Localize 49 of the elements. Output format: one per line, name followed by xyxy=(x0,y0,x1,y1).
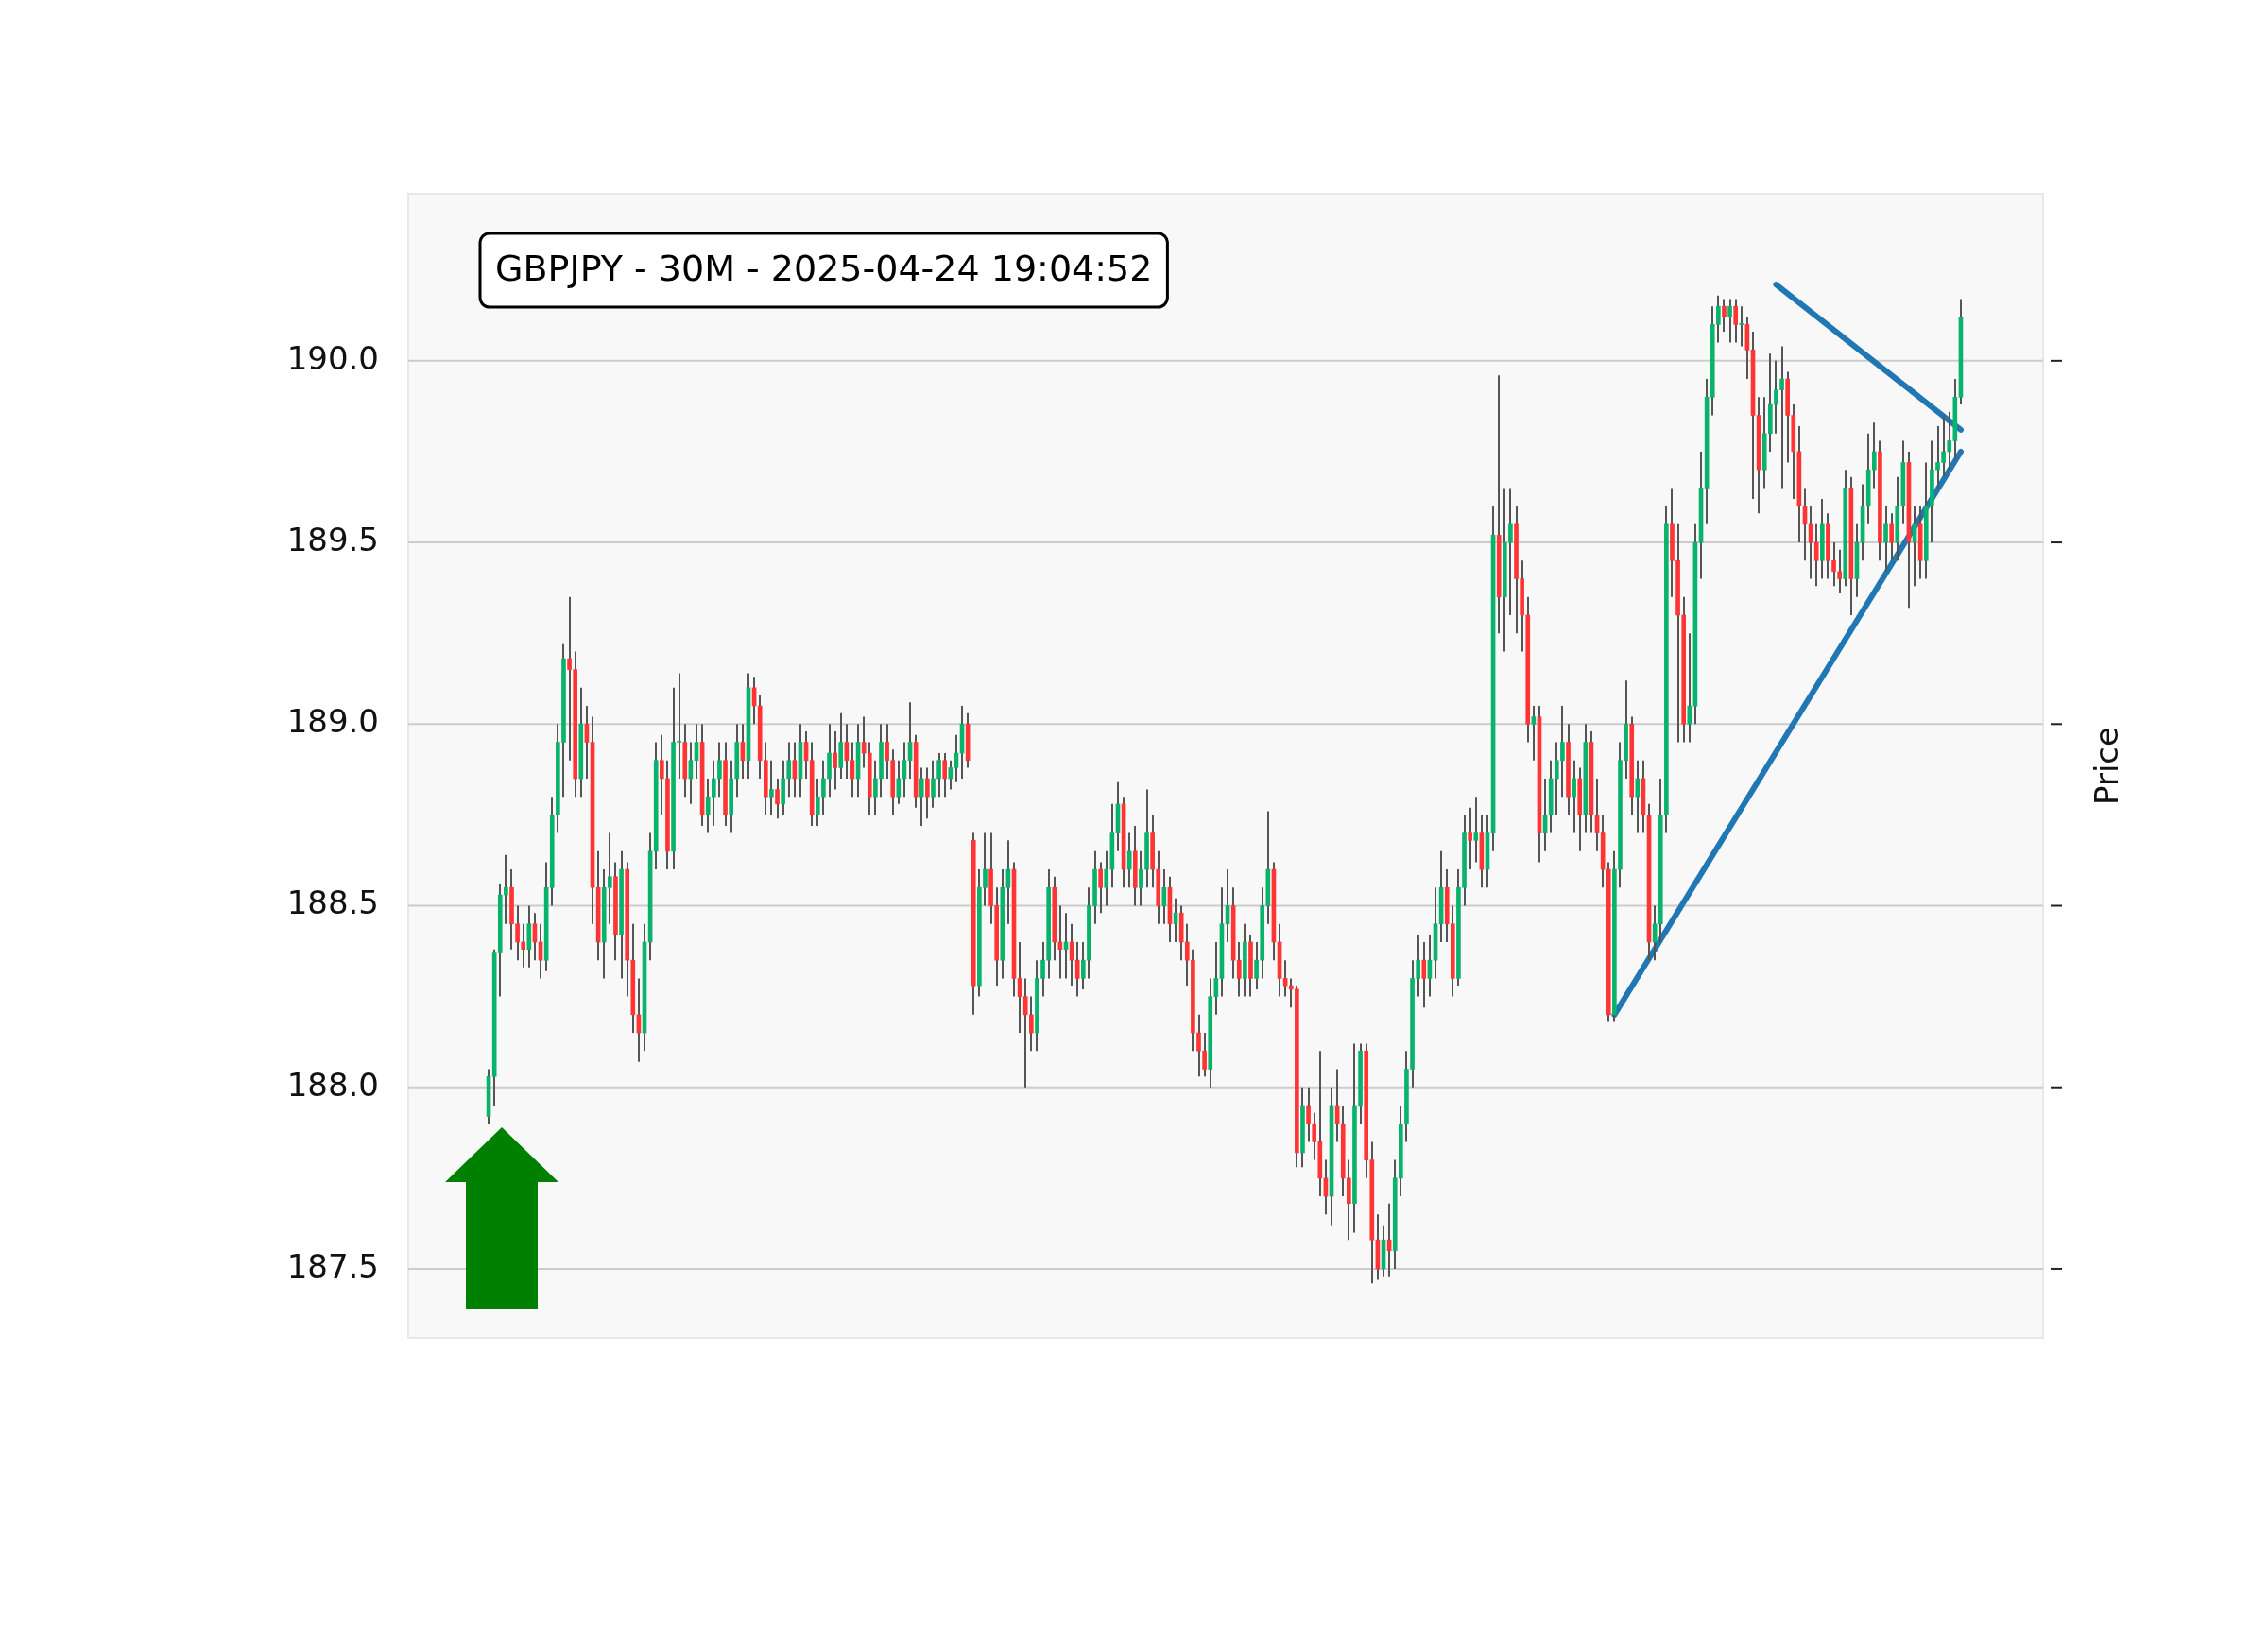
candlestick xyxy=(660,733,664,816)
candlestick xyxy=(1572,759,1576,834)
candlestick xyxy=(1531,705,1537,762)
candlestick xyxy=(919,766,924,827)
candlestick xyxy=(1473,796,1479,864)
candlestick xyxy=(1022,977,1028,1089)
candlestick xyxy=(717,741,722,798)
candlestick xyxy=(1739,305,1744,348)
candlestick xyxy=(873,759,878,816)
candlestick xyxy=(786,741,792,798)
candlestick xyxy=(1104,849,1109,907)
candlestick xyxy=(936,752,941,798)
text: GBPJPY - 30M - 2025-04-24 19:04:52 xyxy=(495,247,1153,289)
y-tick-label: 190.0 xyxy=(286,338,379,377)
y-axis-title: Price xyxy=(2087,727,2125,805)
candlestick xyxy=(521,922,526,969)
y-tick-label: 189.5 xyxy=(286,520,379,558)
candlestick xyxy=(1883,505,1888,573)
candlestick xyxy=(1139,849,1143,907)
candlestick xyxy=(1687,632,1692,744)
candlestick xyxy=(1813,523,1819,588)
candlestick xyxy=(948,759,954,791)
candlestick xyxy=(1468,806,1472,871)
candlestick xyxy=(1508,487,1513,616)
candlestick xyxy=(1635,759,1641,834)
candlestick xyxy=(1029,995,1034,1053)
candlestick xyxy=(1722,298,1727,334)
candlestick xyxy=(1947,410,1952,472)
candlestick xyxy=(1421,940,1427,1009)
candlestick xyxy=(931,759,936,809)
candlestick xyxy=(833,729,837,791)
candlestick xyxy=(896,759,902,805)
candlestick xyxy=(1288,977,1294,1009)
y-tick-label: 187.5 xyxy=(286,1246,379,1285)
y-tick-label: 188.0 xyxy=(286,1065,379,1104)
candlestick xyxy=(775,777,780,820)
candlestick xyxy=(1733,298,1739,344)
candlestick xyxy=(942,752,948,798)
y-tick-label: 189.0 xyxy=(286,702,379,741)
candlestick xyxy=(1126,832,1132,889)
y-tick-label: 188.5 xyxy=(286,884,379,922)
candlestick xyxy=(1098,861,1103,915)
candlestick xyxy=(1074,940,1080,998)
candlestick xyxy=(1236,940,1242,998)
candlestick xyxy=(925,766,930,820)
candlestick xyxy=(1889,512,1894,562)
candlestick xyxy=(504,853,508,925)
candlestick xyxy=(1727,298,1732,344)
candlestick xyxy=(769,759,774,816)
